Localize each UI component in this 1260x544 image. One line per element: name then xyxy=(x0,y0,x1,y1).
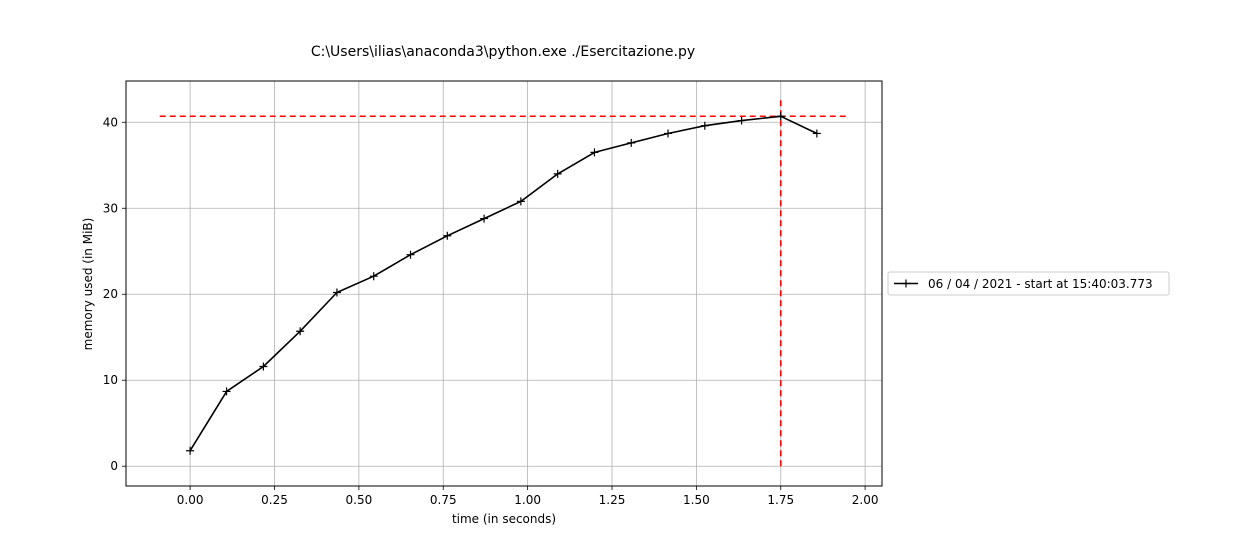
series-group xyxy=(186,112,821,455)
chart-title: C:\Users\ilias\anaconda3\python.exe ./Es… xyxy=(311,44,695,60)
data-point xyxy=(222,387,231,396)
x-tick-label: 1.75 xyxy=(767,493,794,507)
plot-frame xyxy=(125,80,883,487)
data-point xyxy=(406,250,415,259)
legend-frame xyxy=(887,271,1170,296)
data-point xyxy=(369,272,378,281)
data-point xyxy=(186,446,195,455)
x-tick-label: 2.00 xyxy=(852,493,879,507)
legend-label: 06 / 04 / 2021 - start at 15:40:03.773 xyxy=(928,277,1153,291)
x-tick-label: 1.00 xyxy=(514,493,541,507)
data-point xyxy=(443,231,452,240)
data-point xyxy=(627,138,636,147)
reference-lines xyxy=(159,98,849,467)
x-axis-ticks: 0.00 0.25 0.50 0.75 1.00 1.25 1.50 1.75 2.00 xyxy=(177,486,879,507)
legend: 06 / 04 / 2021 - start at 15:40:03.773 xyxy=(887,271,1170,296)
data-point xyxy=(590,148,599,157)
data-point xyxy=(700,121,709,130)
x-tick-label: 0.25 xyxy=(261,493,288,507)
x-tick-label: 0.50 xyxy=(346,493,373,507)
data-point xyxy=(296,327,305,336)
data-point xyxy=(553,169,562,178)
data-point xyxy=(516,197,525,206)
grid xyxy=(126,81,882,486)
x-tick-label: 1.50 xyxy=(683,493,710,507)
y-tick-label: 20 xyxy=(103,287,118,301)
data-point xyxy=(332,288,341,297)
x-axis-label: time (in seconds) xyxy=(452,512,556,526)
x-tick-label: 0.00 xyxy=(177,493,204,507)
data-point xyxy=(259,362,268,371)
data-point xyxy=(664,129,673,138)
data-point xyxy=(812,129,821,138)
y-tick-label: 0 xyxy=(110,459,118,473)
y-tick-label: 30 xyxy=(103,201,118,215)
series-line xyxy=(189,115,818,452)
data-point xyxy=(776,112,785,121)
data-point xyxy=(480,214,489,223)
legend-marker-sample xyxy=(902,279,910,288)
y-axis-ticks: 0 10 20 30 40 xyxy=(103,115,126,473)
data-point xyxy=(737,116,746,125)
y-tick-label: 10 xyxy=(103,373,118,387)
y-tick-label: 40 xyxy=(103,115,118,129)
y-axis-label: memory used (in MiB) xyxy=(81,218,95,351)
x-tick-label: 0.75 xyxy=(430,493,457,507)
x-tick-label: 1.25 xyxy=(599,493,626,507)
